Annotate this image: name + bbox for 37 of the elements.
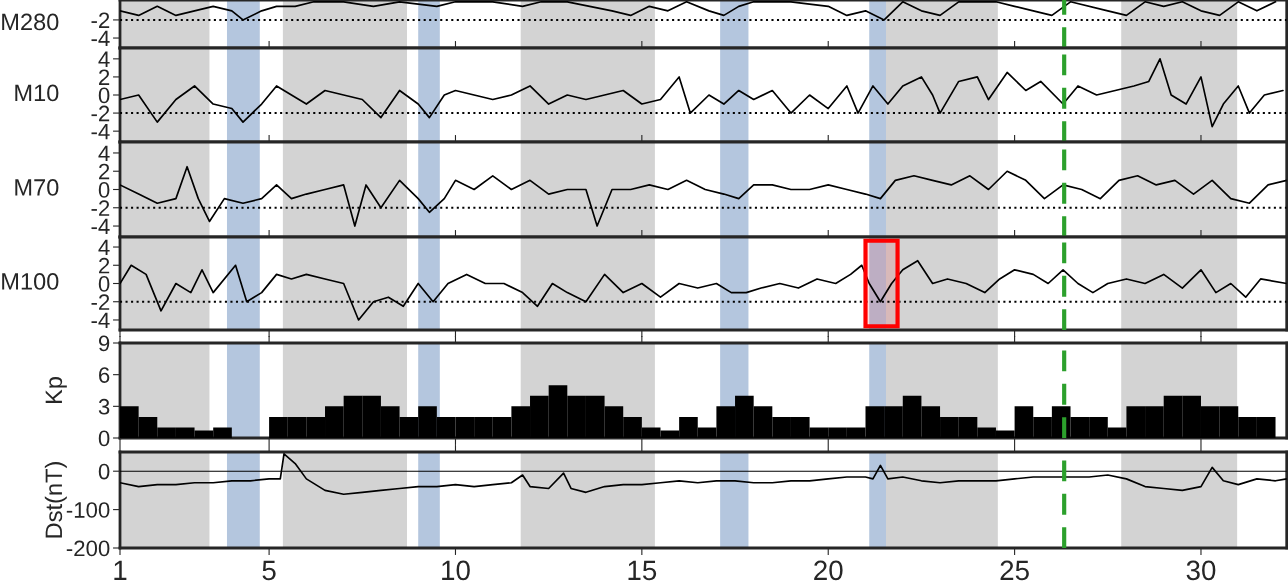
y-tick-label: 2 (99, 257, 110, 274)
y-tick-label: 3 (98, 398, 110, 415)
y-tick-label: 4 (98, 51, 110, 67)
y-tick-label: 4 (98, 145, 110, 162)
y-tick-label: 0 (98, 276, 110, 292)
x-tick-label: 25 (1000, 560, 1029, 581)
y-tick-label: 6 (99, 367, 110, 383)
y-tick-label: -200 (66, 540, 110, 557)
y-tick-label: -4 (91, 218, 110, 235)
y-axis-title: M10 (15, 84, 59, 102)
y-tick-label: 2 (99, 163, 110, 180)
x-tick-label: 5 (262, 560, 276, 581)
y-tick-label: 9 (98, 335, 110, 352)
y-tick-label: -100 (66, 502, 110, 518)
x-tick-label: 15 (628, 560, 657, 581)
y-tick-label: -2 (91, 105, 110, 122)
y-tick-label: -4 (91, 30, 110, 47)
y-tick-label: 0 (98, 182, 110, 198)
y-axis-title: Kp (45, 377, 67, 403)
y-axis-title: M100 (2, 273, 59, 290)
y-tick-label: 4 (98, 239, 110, 256)
y-tick-label: -4 (91, 312, 110, 329)
y-tick-label: 2 (99, 69, 110, 85)
y-tick-label: 0 (98, 430, 110, 447)
y-tick-label: -2 (91, 294, 110, 310)
y-axis-title: M280 (2, 13, 59, 31)
y-tick-label: 0 (98, 463, 110, 480)
y-tick-label: -2 (91, 12, 110, 28)
y-axis-title: Dst(nT) (44, 462, 67, 538)
x-tick-label: 30 (1186, 560, 1216, 581)
y-axis-title: M70 (15, 179, 59, 196)
y-tick-label: -2 (91, 200, 110, 216)
y-tick-label: 0 (98, 87, 110, 104)
x-tick-label: 20 (814, 560, 843, 581)
x-tick-label: 10 (442, 560, 470, 581)
y-tick-label: -4 (91, 123, 110, 140)
x-tick-label: 1 (114, 560, 127, 580)
